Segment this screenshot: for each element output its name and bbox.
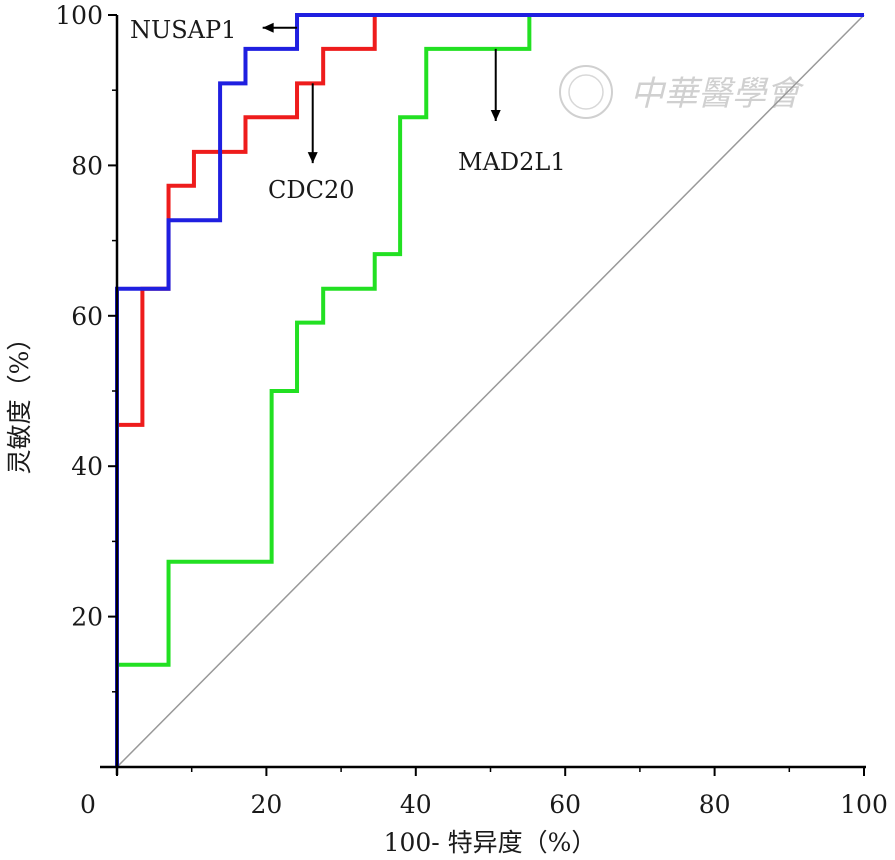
annotation-nusap1-label: NUSAP1 bbox=[130, 16, 236, 44]
y-ticks: 20 40 60 80 100 bbox=[55, 1, 117, 693]
y-tick-label-80: 80 bbox=[71, 151, 103, 180]
annotation-arrowhead-0 bbox=[262, 22, 274, 33]
annotation-cdc20-label: CDC20 bbox=[268, 176, 355, 204]
y-axis-label: 灵敏度（%） bbox=[5, 326, 34, 475]
watermark: 中華醫學會 bbox=[559, 65, 805, 119]
x-ticks: 0 20 40 60 80 100 bbox=[80, 767, 888, 819]
annotation-mad2l1-label: MAD2L1 bbox=[458, 148, 566, 176]
x-tick-label-0: 0 bbox=[80, 790, 96, 819]
annotation-arrowhead-1 bbox=[307, 152, 318, 164]
y-tick-label-40: 40 bbox=[71, 452, 103, 481]
x-axis-label: 100- 特异度（%） bbox=[384, 828, 597, 857]
plot-area: 中華醫學會 0 20 40 60 80 100 20 40 60 80 100 NUSAP1 CD… bbox=[5, 1, 888, 857]
y-tick-label-60: 60 bbox=[71, 302, 103, 331]
watermark-seal-inner-ring bbox=[568, 74, 604, 110]
reference-diagonal-line bbox=[116, 14, 865, 768]
annotation-arrowhead-2 bbox=[490, 110, 501, 122]
y-tick-label-20: 20 bbox=[71, 603, 103, 632]
watermark-seal-icon bbox=[559, 65, 613, 119]
series-line-nusap1 bbox=[115, 13, 864, 767]
annotation-layer: NUSAP1 CDC20 MAD2L1 bbox=[130, 16, 566, 204]
axes: 0 20 40 60 80 100 20 40 60 80 100 bbox=[55, 1, 888, 819]
x-tick-label-20: 20 bbox=[250, 790, 282, 819]
y-tick-label-100: 100 bbox=[55, 1, 103, 30]
x-tick-label-80: 80 bbox=[699, 790, 731, 819]
x-tick-label-60: 60 bbox=[549, 790, 581, 819]
series-layer bbox=[115, 13, 864, 767]
x-tick-label-100: 100 bbox=[840, 790, 888, 819]
watermark-text: 中華醫學會 bbox=[630, 74, 805, 114]
series-line-mad2l1 bbox=[115, 13, 864, 767]
x-tick-label-40: 40 bbox=[400, 790, 432, 819]
series-line-cdc20 bbox=[115, 13, 864, 767]
